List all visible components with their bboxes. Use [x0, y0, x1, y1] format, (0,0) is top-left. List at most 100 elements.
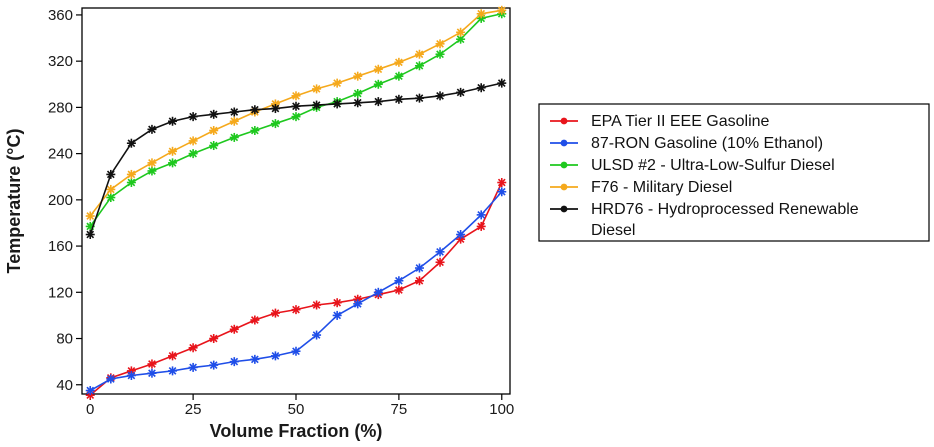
data-point — [209, 141, 219, 151]
data-point — [106, 374, 116, 384]
data-point — [476, 221, 486, 231]
data-point — [414, 263, 424, 273]
data-point — [168, 116, 178, 126]
data-point — [332, 99, 342, 109]
data-point — [291, 305, 301, 315]
data-point — [168, 351, 178, 361]
y-tick-label: 80 — [56, 331, 73, 348]
data-point — [414, 276, 424, 286]
data-point — [373, 79, 383, 89]
data-point — [209, 126, 219, 136]
data-point — [188, 149, 198, 159]
data-point — [126, 169, 136, 179]
data-point — [497, 78, 507, 88]
data-point — [250, 354, 260, 364]
data-point — [126, 178, 136, 188]
x-tick-label: 25 — [185, 401, 202, 418]
data-point — [209, 109, 219, 119]
data-point — [373, 97, 383, 107]
series-2 — [85, 187, 507, 396]
series-4 — [85, 5, 507, 221]
data-point — [476, 210, 486, 220]
data-point — [373, 64, 383, 74]
legend-marker — [560, 139, 568, 147]
legend-marker — [560, 183, 568, 191]
data-point — [147, 124, 157, 134]
data-point — [312, 100, 322, 110]
data-point — [456, 34, 466, 44]
data-point — [188, 136, 198, 146]
series-3 — [85, 9, 507, 231]
legend-marker — [560, 117, 568, 125]
data-point — [209, 360, 219, 370]
x-tick-label: 75 — [391, 401, 408, 418]
y-tick-label: 280 — [48, 99, 73, 116]
data-point — [229, 324, 239, 334]
data-point — [85, 211, 95, 221]
legend-label: 87-RON Gasoline (10% Ethanol) — [591, 135, 823, 152]
legend-entry: HRD76 - Hydroprocessed Renewable Diesel — [550, 201, 859, 239]
legend: EPA Tier II EEE Gasoline 87-RON Gasoline … — [538, 103, 930, 242]
data-point — [435, 91, 445, 101]
data-point — [353, 98, 363, 108]
data-point — [435, 257, 445, 267]
data-point — [435, 49, 445, 59]
data-point — [456, 27, 466, 37]
data-point — [312, 300, 322, 310]
data-point — [168, 366, 178, 376]
data-point — [188, 112, 198, 122]
axes: 40 80 120 160 200 240 280 320 360 0 25 50 75 100 — [48, 7, 514, 418]
y-tick-label: 40 — [56, 377, 73, 394]
data-point — [312, 330, 322, 340]
plot-series — [85, 5, 507, 400]
legend-label: F76 - Military Diesel — [591, 179, 732, 196]
data-point — [168, 158, 178, 168]
legend-entry: F76 - Military Diesel — [550, 179, 732, 196]
data-point — [373, 287, 383, 297]
data-point — [188, 362, 198, 372]
data-point — [270, 119, 280, 129]
series-5 — [85, 78, 507, 240]
data-point — [497, 187, 507, 197]
data-point — [394, 94, 404, 104]
legend-marker — [560, 205, 568, 213]
data-point — [291, 112, 301, 122]
data-point — [394, 57, 404, 67]
y-tick-label: 360 — [48, 7, 73, 24]
x-tick-label: 50 — [288, 401, 305, 418]
plot-frame — [81, 7, 511, 395]
x-axis-title: Volume Fraction (%) — [210, 421, 383, 441]
data-point — [435, 39, 445, 49]
y-axis-title: Temperature (°C) — [4, 129, 24, 274]
data-point — [106, 169, 116, 179]
data-point — [414, 61, 424, 71]
data-point — [106, 184, 116, 194]
legend-label: ULSD #2 - Ultra-Low-Sulfur Diesel — [591, 157, 835, 174]
data-point — [126, 138, 136, 148]
legend-label: Diesel — [591, 222, 635, 239]
y-tick-label: 320 — [48, 53, 73, 70]
data-point — [147, 368, 157, 378]
data-point — [312, 84, 322, 94]
data-point — [188, 343, 198, 353]
x-tick-label: 0 — [86, 401, 94, 418]
legend-label: HRD76 - Hydroprocessed Renewable — [591, 201, 859, 218]
legend-label: EPA Tier II EEE Gasoline — [591, 113, 770, 130]
data-point — [147, 359, 157, 369]
y-tick-label: 240 — [48, 146, 73, 163]
data-point — [209, 334, 219, 344]
data-point — [250, 105, 260, 115]
legend-entry: ULSD #2 - Ultra-Low-Sulfur Diesel — [550, 157, 835, 174]
data-point — [476, 83, 486, 93]
data-point — [353, 299, 363, 309]
data-point — [435, 247, 445, 257]
data-point — [394, 71, 404, 81]
data-point — [270, 308, 280, 318]
data-point — [106, 193, 116, 203]
y-tick-label: 200 — [48, 192, 73, 209]
data-point — [456, 230, 466, 240]
data-point — [414, 49, 424, 59]
data-point — [414, 93, 424, 103]
data-point — [229, 357, 239, 367]
